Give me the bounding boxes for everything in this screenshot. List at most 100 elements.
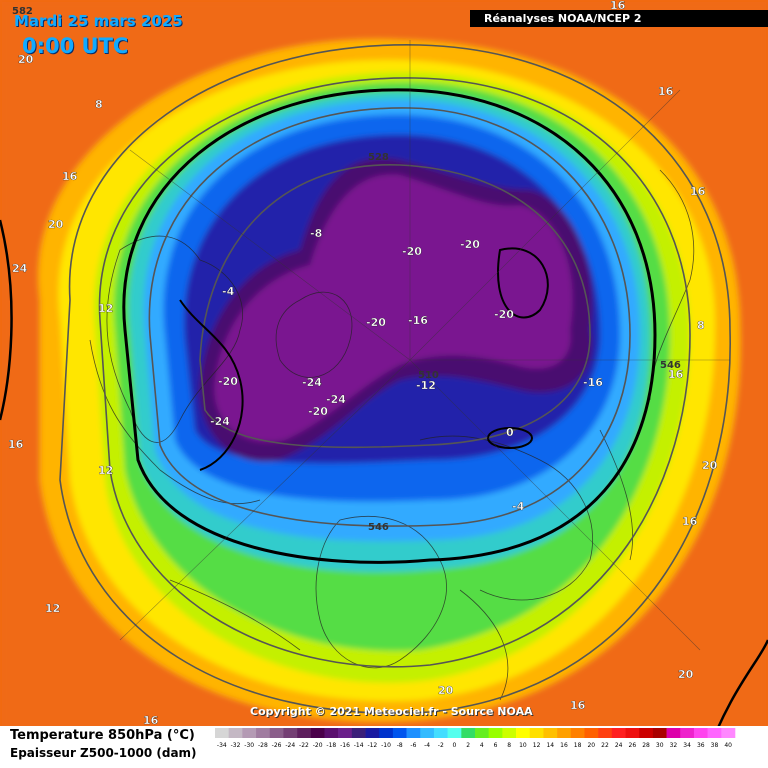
scale-swatch bbox=[324, 728, 339, 738]
scale-swatch bbox=[297, 728, 312, 738]
scale-swatch bbox=[666, 728, 681, 738]
temp-label: -4 bbox=[222, 285, 235, 298]
scale-tick-label: 12 bbox=[533, 742, 541, 749]
thickness-label: 546 bbox=[368, 522, 389, 533]
temp-label: -24 bbox=[326, 393, 346, 406]
temp-label: -20 bbox=[494, 308, 514, 321]
scale-swatch bbox=[543, 728, 558, 738]
scale-tick-label: -12 bbox=[367, 742, 377, 749]
temp-label: 16 bbox=[610, 0, 626, 12]
temp-label: 16 bbox=[570, 699, 586, 712]
scale-tick-label: 16 bbox=[560, 742, 568, 749]
scale-tick-label: -10 bbox=[381, 742, 391, 749]
temp-label: -24 bbox=[302, 376, 322, 389]
color-scale: -34 -32 -30 -28 -26 -24 -22 -20 -18 -16 -14 -12 -10-… bbox=[215, 728, 736, 749]
scale-swatch bbox=[598, 728, 613, 738]
thickness-label: 528 bbox=[368, 152, 389, 163]
temp-label: -20 bbox=[460, 238, 480, 251]
scale-tick-label: 36 bbox=[697, 742, 705, 749]
scale-swatch bbox=[406, 728, 421, 738]
thickness-label: 582 bbox=[12, 6, 33, 17]
scale-swatch bbox=[584, 728, 599, 738]
scale-swatch bbox=[256, 728, 271, 738]
scale-swatch bbox=[461, 728, 476, 738]
temp-label: -20 bbox=[366, 316, 386, 329]
temp-label: 0 bbox=[506, 426, 514, 439]
scale-swatch bbox=[215, 728, 229, 738]
scale-tick-label: -34 bbox=[217, 742, 227, 749]
temp-label: -16 bbox=[408, 314, 428, 327]
scale-tick-label: 0 bbox=[453, 742, 457, 749]
temp-label: 24 bbox=[12, 262, 28, 275]
scale-swatch bbox=[420, 728, 435, 738]
scale-swatch bbox=[392, 728, 407, 738]
scale-swatch bbox=[488, 728, 503, 738]
scale-tick-label: 18 bbox=[574, 742, 582, 749]
thickness-label: 546 bbox=[660, 360, 681, 371]
temp-label: 8 bbox=[697, 319, 705, 332]
temp-label: 20 bbox=[678, 668, 694, 681]
temp-label: 12 bbox=[98, 302, 113, 315]
scale-swatch bbox=[625, 728, 640, 738]
temp-label: -20 bbox=[308, 405, 328, 418]
copyright-notice: Copyright © 2021 Meteociel.fr - Source N… bbox=[250, 705, 533, 718]
scale-swatch bbox=[611, 728, 626, 738]
scale-swatch bbox=[338, 728, 353, 738]
temp-label: 12 bbox=[45, 602, 60, 615]
temp-label: 16 bbox=[690, 185, 706, 198]
scale-tick-label: -28 bbox=[258, 742, 268, 749]
temp-label: 16 bbox=[143, 714, 159, 727]
scale-swatch bbox=[228, 728, 243, 738]
scale-tick-label: 10 bbox=[519, 742, 527, 749]
scale-swatch bbox=[283, 728, 298, 738]
scale-swatch bbox=[242, 728, 257, 738]
temp-label: -24 bbox=[210, 415, 230, 428]
scale-swatch bbox=[475, 728, 489, 738]
temp-label: 12 bbox=[98, 464, 113, 477]
temp-label: 20 bbox=[18, 53, 34, 66]
scale-swatch bbox=[707, 728, 722, 738]
scale-tick-label: -22 bbox=[299, 742, 309, 749]
temp-label: -12 bbox=[416, 379, 436, 392]
map-date: Mardi 25 mars 2025 bbox=[14, 12, 183, 30]
legend-title-thickness: Epaisseur Z500-1000 (dam) bbox=[10, 746, 197, 760]
temp-label: 16 bbox=[8, 438, 24, 451]
temp-label: 16 bbox=[62, 170, 78, 183]
temp-label: -20 bbox=[402, 245, 422, 258]
scale-tick-label: 28 bbox=[642, 742, 650, 749]
temp-label: -8 bbox=[310, 227, 322, 240]
scale-swatch bbox=[269, 728, 284, 738]
temp-label: 16 bbox=[658, 85, 674, 98]
legend-title-temperature: Temperature 850hPa (°C) bbox=[10, 728, 195, 743]
scale-tick-label: 20 bbox=[587, 742, 595, 749]
scale-tick-label: 26 bbox=[629, 742, 637, 749]
scale-tick-label: -8 bbox=[397, 742, 403, 749]
scale-tick-label: 38 bbox=[711, 742, 719, 749]
temp-label: 8 bbox=[95, 98, 103, 111]
scale-tick-label: 4 bbox=[480, 742, 484, 749]
scale-tick-label: 30 bbox=[656, 742, 664, 749]
temp-label: 20 bbox=[48, 218, 64, 231]
scale-tick-label: -16 bbox=[340, 742, 350, 749]
scale-swatch bbox=[570, 728, 585, 738]
scale-swatch bbox=[502, 728, 517, 738]
temp-label: 16 bbox=[668, 368, 684, 381]
temp-label: 20 bbox=[702, 459, 718, 472]
scale-tick-label: 14 bbox=[546, 742, 554, 749]
scale-tick-label: 32 bbox=[670, 742, 678, 749]
scale-swatch bbox=[310, 728, 325, 738]
scale-tick-label: -14 bbox=[354, 742, 364, 749]
scale-tick-label: -4 bbox=[424, 742, 430, 749]
scale-tick-label: 6 bbox=[494, 742, 498, 749]
scale-swatch bbox=[433, 728, 448, 738]
scale-tick-label: -18 bbox=[326, 742, 336, 749]
scale-swatch bbox=[652, 728, 667, 738]
scale-tick-label: -32 bbox=[231, 742, 241, 749]
scale-tick-label: 2 bbox=[466, 742, 470, 749]
temp-label: -20 bbox=[218, 375, 238, 388]
scale-tick-label: 34 bbox=[683, 742, 691, 749]
scale-swatch bbox=[351, 728, 366, 738]
temp-label: 20 bbox=[438, 684, 454, 697]
